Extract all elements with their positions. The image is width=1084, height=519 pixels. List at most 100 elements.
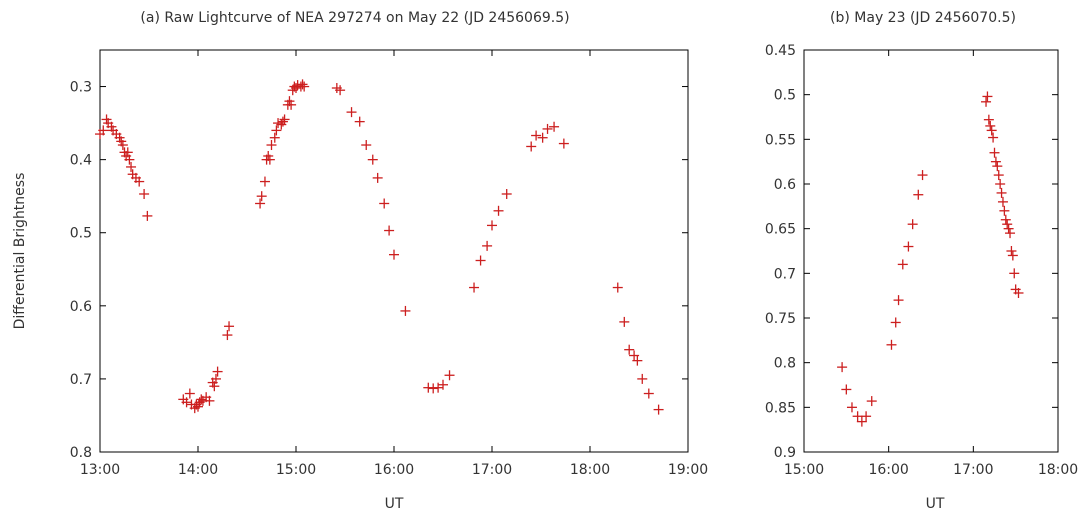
panel-b-data-point bbox=[861, 411, 872, 422]
panel-b-data-point bbox=[986, 125, 997, 136]
panel-b-data-point bbox=[897, 259, 908, 270]
panel-a-data-point bbox=[134, 176, 145, 187]
panel-b-y-tick-label: 0.55 bbox=[765, 132, 796, 148]
panel-a-data-point bbox=[139, 188, 150, 199]
panel-b-y-tick-label: 0.5 bbox=[774, 88, 796, 104]
panel-b-plot-frame bbox=[803, 49, 1059, 453]
panel-b: (b) May 23 (JD 2456070.5) 15:00 16:00 17:0… bbox=[765, 10, 1078, 512]
panel-b-data-point bbox=[997, 196, 1008, 207]
panel-a-x-tick-label: 19:00 bbox=[668, 462, 708, 478]
panel-a-data-point bbox=[204, 395, 215, 406]
panel-b-y-tick-label: 0.85 bbox=[765, 400, 796, 416]
panel-b-data-point bbox=[1003, 223, 1014, 234]
panel-a-title: (a) Raw Lightcurve of NEA 297274 on May … bbox=[140, 10, 569, 26]
panel-a-data-point bbox=[367, 154, 378, 165]
panel-a-data-point bbox=[271, 125, 282, 136]
panel-a-data-point bbox=[256, 191, 267, 202]
panel-a-data-point bbox=[619, 316, 630, 327]
panel-a-data-point bbox=[184, 388, 195, 399]
panel-a-data-point bbox=[549, 121, 560, 132]
panel-b-data-point bbox=[1002, 219, 1013, 230]
panel-a-data-point bbox=[400, 305, 411, 316]
panel-a-data-point bbox=[209, 381, 220, 392]
panel-a-data-point bbox=[629, 350, 640, 361]
panel-a-points bbox=[95, 79, 664, 415]
panel-a-data-point bbox=[379, 198, 390, 209]
panel-b-data-point bbox=[852, 411, 863, 422]
panel-a-data-point bbox=[526, 141, 537, 152]
panel-a-data-point bbox=[286, 99, 297, 110]
panel-a-data-point bbox=[259, 176, 270, 187]
panel-a-data-point bbox=[269, 132, 280, 143]
panel-b-data-point bbox=[846, 402, 857, 413]
panel-a-data-point bbox=[181, 397, 192, 408]
panel-a-data-point bbox=[624, 344, 635, 355]
panel-b-x-axis-label: UT bbox=[926, 496, 945, 512]
panel-b-data-point bbox=[856, 416, 867, 427]
panel-a-y-tick-label: 0.7 bbox=[70, 372, 92, 388]
panel-b-data-point bbox=[999, 205, 1010, 216]
panel-a-data-point bbox=[264, 154, 275, 165]
panel-b-data-point bbox=[988, 132, 999, 143]
panel-a-data-point bbox=[372, 172, 383, 183]
panel-b-data-point bbox=[1006, 246, 1017, 256]
panel-a-y-tick-label: 0.3 bbox=[70, 80, 92, 96]
panel-b-data-point bbox=[837, 362, 848, 373]
panel-b-x-tick-label: 17:00 bbox=[953, 462, 993, 478]
panel-a-data-point bbox=[335, 85, 346, 96]
panel-b-y-tick-label: 0.65 bbox=[765, 222, 796, 238]
panel-b-y-tick-label: 0.75 bbox=[765, 311, 796, 327]
panel-a-x-tick-label: 18:00 bbox=[570, 462, 610, 478]
panel-a-data-point bbox=[487, 220, 497, 231]
panel-a-y-tick-label: 0.8 bbox=[70, 445, 92, 461]
panel-b-y-tick-label: 0.9 bbox=[774, 445, 796, 461]
panel-b-data-point bbox=[990, 156, 1001, 167]
panel-a-x-axis-label: UT bbox=[385, 496, 404, 512]
panel-b-data-point bbox=[890, 317, 901, 328]
panel-b-title: (b) May 23 (JD 2456070.5) bbox=[830, 10, 1016, 26]
panel-a-data-point bbox=[537, 132, 548, 143]
panel-a-y-axis-label: Differential Brightness bbox=[12, 173, 28, 330]
panel-b-x-tick-label: 15:00 bbox=[784, 462, 824, 478]
panel-a-data-point bbox=[389, 249, 399, 260]
panel-a-data-point bbox=[475, 255, 486, 266]
panel-b-data-point bbox=[886, 339, 897, 350]
panel-a-data-point bbox=[612, 282, 623, 293]
panel-a-ticks: 13:00 14:00 15:00 16:00 17:00 18:00 19:00 0.3 0.… bbox=[70, 50, 708, 478]
panel-a-y-tick-label: 0.4 bbox=[70, 153, 92, 169]
panel-b-y-tick-label: 0.7 bbox=[774, 266, 796, 282]
panel-b-data-point bbox=[1009, 268, 1020, 279]
panel-b-data-point bbox=[1000, 214, 1011, 225]
panel-a-data-point bbox=[653, 404, 664, 415]
panel-a-data-point bbox=[493, 205, 504, 216]
panel-b-x-tick-label: 18:00 bbox=[1038, 462, 1078, 478]
panel-a-data-point bbox=[423, 382, 434, 393]
panel-b-x-tick-label: 16:00 bbox=[868, 462, 908, 478]
panel-b-data-point bbox=[903, 241, 914, 252]
panel-b-data-point bbox=[1005, 228, 1016, 239]
panel-a-data-point bbox=[482, 240, 493, 251]
panel-b-data-point bbox=[913, 189, 924, 200]
panel-a-data-point bbox=[122, 147, 133, 158]
panel-a-x-tick-label: 16:00 bbox=[374, 462, 414, 478]
panel-b-data-point bbox=[841, 384, 852, 395]
panel-a-data-point bbox=[279, 114, 290, 125]
panel-a-data-point bbox=[361, 140, 372, 151]
panel-a: (a) Raw Lightcurve of NEA 297274 on May … bbox=[12, 10, 708, 512]
panel-a-data-point bbox=[558, 138, 569, 149]
panel-a-data-point bbox=[98, 125, 109, 136]
panel-a-x-tick-label: 13:00 bbox=[80, 462, 120, 478]
panel-b-data-point bbox=[981, 96, 992, 107]
panel-a-data-point bbox=[124, 154, 135, 165]
panel-b-data-point bbox=[1013, 287, 1024, 298]
panel-a-y-tick-label: 0.5 bbox=[70, 226, 92, 242]
panel-b-data-point bbox=[1007, 250, 1018, 261]
panel-b-points bbox=[837, 91, 1024, 427]
panel-a-data-point bbox=[354, 116, 365, 127]
panel-a-data-point bbox=[142, 210, 153, 221]
panel-b-y-tick-label: 0.6 bbox=[774, 177, 796, 193]
panel-a-data-point bbox=[444, 370, 455, 381]
panel-a-data-point bbox=[637, 373, 648, 384]
panel-b-y-tick-label: 0.45 bbox=[765, 43, 796, 59]
